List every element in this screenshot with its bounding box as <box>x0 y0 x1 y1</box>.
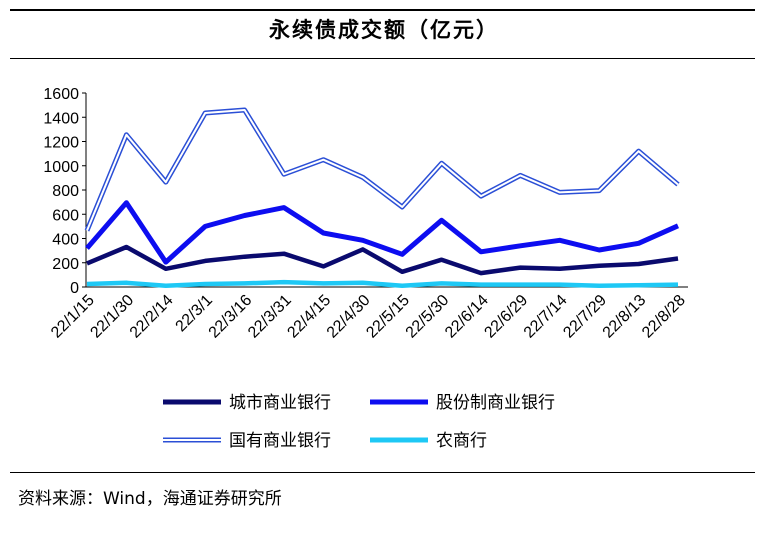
y-tick-label: 1400 <box>43 110 79 127</box>
legend-label: 农商行 <box>436 431 487 451</box>
y-tick-label: 1000 <box>43 159 79 176</box>
x-tick-label: 22/6/14 <box>442 292 492 342</box>
x-tick-label: 22/6/29 <box>481 292 531 342</box>
y-tick-label: 200 <box>52 256 79 273</box>
series-line-path <box>86 279 679 289</box>
x-tick-label: 22/1/30 <box>87 292 137 342</box>
x-tick-label: 22/8/13 <box>600 292 650 342</box>
x-tick-label: 22/3/16 <box>206 292 256 342</box>
series-line-inner <box>86 109 679 231</box>
chart-title: 永续债成交额（亿元） <box>269 18 499 42</box>
x-tick-label: 22/4/30 <box>324 292 374 342</box>
series-lines <box>84 107 680 289</box>
legend-item: 城市商业银行 <box>163 393 331 413</box>
series-line <box>85 200 680 265</box>
series-line-path <box>85 200 680 265</box>
source-note: 资料来源：Wind，海通证券研究所 <box>18 489 282 509</box>
y-tick-label: 0 <box>70 280 79 297</box>
y-tick-label: 600 <box>52 207 79 224</box>
x-tick-label: 22/7/29 <box>560 292 610 342</box>
x-tick-label: 22/1/15 <box>48 292 98 342</box>
y-tick-label: 1200 <box>43 135 79 152</box>
x-axis: 22/1/1522/1/3022/2/1422/3/122/3/1622/3/3… <box>48 286 689 342</box>
x-tick-label: 22/3/31 <box>245 292 295 342</box>
legend-item: 国有商业银行 <box>163 431 331 451</box>
y-tick-label: 800 <box>52 183 79 200</box>
title-rule <box>10 58 755 59</box>
series-line <box>86 279 679 289</box>
series-line <box>84 107 680 232</box>
x-tick-label: 22/5/30 <box>403 292 453 342</box>
bottom-rule <box>10 472 755 473</box>
y-tick-label: 400 <box>52 232 79 249</box>
x-tick-label: 22/5/15 <box>363 292 413 342</box>
y-tick-label: 1600 <box>43 86 79 103</box>
series-line <box>86 244 679 276</box>
x-tick-label: 22/7/14 <box>521 292 571 342</box>
legend-item: 农商行 <box>370 431 487 451</box>
series-line-outer <box>84 107 680 232</box>
x-tick-label: 22/2/14 <box>127 292 177 342</box>
legend-item: 股份制商业银行 <box>370 393 555 413</box>
legend-label: 股份制商业银行 <box>436 393 555 413</box>
y-axis: 0 200 400 600 800 1000 1200 1400 1600 <box>43 86 87 297</box>
x-tick-label: 22/4/15 <box>284 292 334 342</box>
legend-label: 国有商业银行 <box>229 431 331 451</box>
legend-label: 城市商业银行 <box>229 393 331 413</box>
top-rule <box>10 9 755 11</box>
x-tick-label: 22/8/28 <box>639 292 689 342</box>
series-line-path <box>86 244 679 276</box>
